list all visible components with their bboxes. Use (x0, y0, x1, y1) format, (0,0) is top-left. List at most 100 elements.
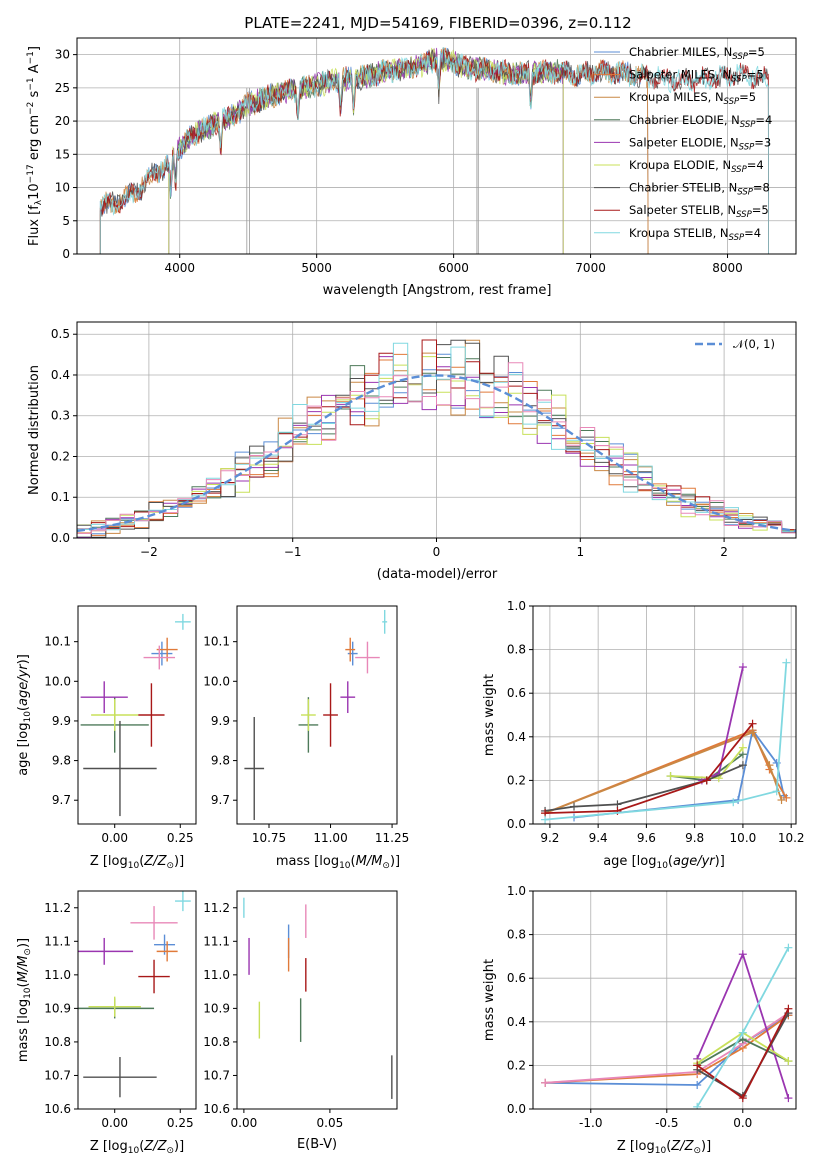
age-vs-mass-panel: 10.75 11.00 11.25 9.7 9.8 9.9 10.0 10.1 mass [lo… (203, 605, 409, 871)
y-tick-label: 1.0 (507, 599, 526, 613)
x-tick-label: −2 (140, 545, 158, 559)
residual-histogram-panel: −2 −1 0 1 2 0.0 0.1 0.2 0.3 0.4 0.5 𝒩(0, 1) (data-mo… (27, 321, 797, 582)
label-fragment: age/yr (673, 854, 716, 869)
label-fragment: SSP (740, 120, 756, 130)
label-fragment: λ (34, 199, 44, 205)
label-fragment: SSP (736, 210, 752, 220)
label-fragment: Chabrier STELIB, N (629, 181, 737, 195)
y-tick-label: 10.1 (44, 635, 71, 649)
x-tick-label: 4000 (164, 261, 195, 275)
y-tick-label: 0.0 (507, 817, 526, 831)
x-tick-label: 0.00 (101, 1116, 128, 1130)
y-tick-label: 0.3 (51, 409, 70, 423)
label-fragment: A (27, 64, 42, 77)
axes-frame (77, 605, 197, 825)
label-fragment: Z [log (90, 854, 128, 869)
x-tick-label: 0.05 (317, 1116, 344, 1130)
y-tick-label: 11.2 (203, 901, 230, 915)
x-tick-label: 5000 (301, 261, 332, 275)
label-fragment: Z [log (90, 1139, 128, 1154)
label-fragment: Z [log (617, 1139, 655, 1154)
x-axis-label: (data-model)/error (377, 567, 498, 582)
plot-area (541, 943, 793, 1109)
y-tick-label: 11.1 (203, 934, 230, 948)
label-fragment: SSP (737, 188, 753, 198)
y-tick-label: 9.7 (52, 793, 71, 807)
y-tick-label: 11.2 (44, 901, 71, 915)
y-tick-label: 0.2 (507, 1058, 526, 1072)
y-tick-label: 0.4 (507, 730, 526, 744)
weight-line (544, 731, 783, 814)
mass-vs-metallicity-panel: 0.00 0.25 10.6 10.7 10.8 10.9 11.0 11.1 11.2 Z [l… (16, 890, 197, 1156)
label-fragment: ⊙ (693, 1146, 701, 1156)
y-tick-label: 0.8 (507, 928, 526, 942)
y-tick-label: 0.1 (51, 490, 70, 504)
label-fragment: =4 (755, 113, 772, 127)
y-tick-label: 0.8 (507, 643, 526, 657)
y-tick-label: 0 (62, 247, 70, 261)
legend-label: Salpeter MILES, NSSP=5 (629, 68, 764, 85)
y-tick-label: 10.8 (203, 1035, 230, 1049)
label-fragment: M/M (356, 854, 383, 869)
y-tick-label: 11.0 (44, 968, 71, 982)
label-fragment: Kroupa MILES, N (629, 90, 724, 104)
x-tick-label: −1 (284, 545, 302, 559)
legend-label: Kroupa MILES, NSSP=5 (629, 90, 756, 107)
label-fragment: =4 (747, 158, 764, 172)
label-fragment: ( (16, 706, 31, 711)
y-tick-label: 9.8 (52, 754, 71, 768)
y-tick-label: 10 (55, 181, 70, 195)
label-fragment: 10 (27, 183, 42, 200)
y-tick-label: 5 (62, 214, 70, 228)
label-fragment: )] (16, 654, 31, 664)
label-fragment: Chabrier MILES, N (629, 45, 732, 59)
x-tick-label: 9.2 (540, 831, 559, 845)
label-fragment: SSP (729, 233, 745, 243)
label-fragment: −1 (26, 77, 36, 90)
label-fragment: mass [log (16, 999, 31, 1062)
label-fragment: ( (666, 1139, 671, 1154)
x-tick-label: 0.00 (101, 831, 128, 845)
axes-frame (236, 605, 398, 825)
y-axis-label: age [log10(age/yr)] (16, 654, 33, 776)
label-fragment: =3 (754, 135, 771, 149)
label-fragment: age [log (603, 854, 656, 869)
label-fragment: Chabrier ELODIE, N (629, 113, 740, 127)
x-tick-label: 9.6 (637, 831, 656, 845)
axes-frame (77, 890, 197, 1110)
x-tick-label: 10.2 (778, 831, 805, 845)
y-axis-label: mass weight (482, 959, 497, 1041)
label-fragment: SSP (739, 142, 755, 152)
x-tick-label: 1 (576, 545, 584, 559)
plot-area (243, 897, 393, 1099)
weight-line (545, 1014, 789, 1084)
label-fragment: Z/Z (143, 1139, 167, 1154)
y-axis-label: Normed distribution (27, 365, 42, 495)
legend-label: Chabrier ELODIE, NSSP=4 (629, 113, 772, 130)
label-fragment: Salpeter STELIB, N (629, 203, 736, 217)
x-tick-label: 6000 (438, 261, 469, 275)
label-fragment: 10 (23, 711, 33, 723)
y-tick-label: 1.0 (507, 884, 526, 898)
label-fragment: SSP (732, 52, 748, 62)
x-tick-label: 9.4 (589, 831, 608, 845)
label-fragment: ( (16, 982, 31, 987)
weight-line (545, 1014, 789, 1086)
x-tick-label: 10.0 (730, 831, 757, 845)
axes-frame (532, 605, 797, 825)
x-tick-label: -0.5 (655, 1116, 678, 1130)
label-fragment: Z/Z (670, 1139, 694, 1154)
y-tick-label: 0.5 (51, 327, 70, 341)
y-tick-label: 25 (55, 81, 70, 95)
y-tick-label: 9.7 (211, 793, 230, 807)
y-tick-label: 9.9 (52, 714, 71, 728)
label-fragment: ] (27, 46, 42, 51)
label-fragment: ⊙ (382, 861, 390, 871)
y-tick-label: 0.6 (507, 971, 526, 985)
weight-line (701, 666, 744, 782)
label-fragment: −1 (26, 170, 36, 183)
label-fragment: −1 (26, 51, 36, 64)
weight-line (545, 723, 754, 814)
plot-area (80, 613, 191, 817)
